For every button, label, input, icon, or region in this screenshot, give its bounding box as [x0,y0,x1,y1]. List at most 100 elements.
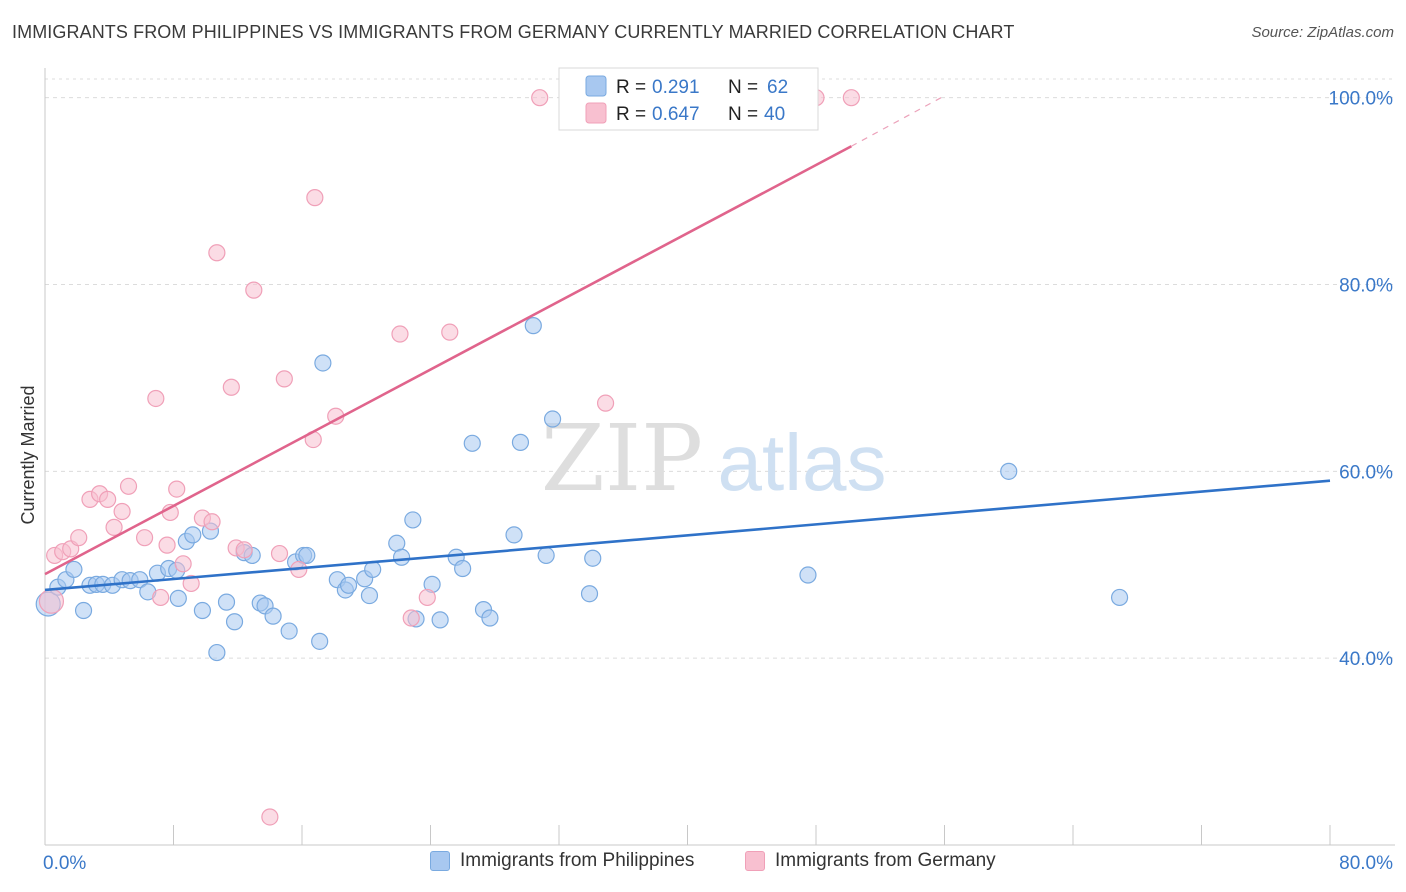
legend-swatch-philippines [430,851,450,871]
data-point-germany [203,513,221,531]
y-axis-label: Currently Married [18,385,38,524]
data-point-germany [158,536,176,554]
legend-r-label: R = [616,77,646,98]
data-point-germany [168,480,186,498]
series-legend: Immigrants from Philippines Immigrants f… [0,850,1406,880]
data-point-germany [119,477,138,495]
x-tick-label: 80.0% [1339,853,1393,874]
data-point-germany [441,323,459,341]
y-tick-label: 60.0% [1339,462,1393,483]
data-point-germany [418,588,436,607]
legend-r-value: 0.647 [652,104,700,125]
data-point-philippines [74,601,93,620]
data-point-philippines [1110,588,1129,607]
data-point-philippines [217,593,236,611]
data-point-philippines [524,317,542,335]
data-point-germany [306,189,324,207]
legend-item-philippines: Immigrants from Philippines [430,850,694,872]
legend-n-label: N = [728,104,758,125]
source-label: Source: ZipAtlas.com [1251,24,1394,41]
legend-label-philippines: Immigrants from Philippines [460,850,695,871]
data-point-philippines [463,434,481,452]
data-point-philippines [799,566,817,584]
grid-layer [45,78,1395,659]
trend-line-germany [851,95,945,147]
data-point-philippines [339,576,358,594]
data-point-germany [135,529,154,547]
trend-line-germany [44,145,852,576]
data-point-philippines [360,586,379,605]
data-point-philippines [537,546,555,565]
data-point-philippines [505,526,523,544]
watermark-zip: ZIP [541,405,703,512]
data-point-germany [70,529,88,547]
legend-n-label: N = [728,77,758,98]
data-point-germany [235,541,253,559]
data-point-philippines [65,560,83,579]
data-point-philippines [392,548,411,566]
legend-n-value: 62 [767,77,788,98]
legend-r-label: R = [616,104,646,125]
data-point-philippines [208,643,226,662]
data-point-germany [105,518,123,536]
data-point-germany [208,244,226,262]
data-point-philippines [454,559,472,578]
data-point-germany [113,502,131,521]
chart-title: IMMIGRANTS FROM PHILIPPINES VS IMMIGRANT… [12,22,1015,42]
data-point-philippines [298,546,316,565]
x-tick-label: 0.0% [43,853,86,874]
y-tick-label: 80.0% [1339,276,1393,297]
data-point-philippines [225,613,244,631]
points-layer [35,89,1129,826]
legend-n-value: 40 [764,104,785,125]
data-point-germany [596,394,615,412]
data-point-germany [270,544,289,563]
data-point-germany [152,588,170,607]
watermark: ZIP atlas [541,405,887,512]
data-point-germany [261,808,279,826]
data-point-philippines [1000,462,1018,480]
y-tick-label: 40.0% [1339,649,1393,670]
label-layer: 40.0% 60.0% 80.0% 100.0% 0.0% 80.0% [43,89,1393,874]
data-point-philippines [404,511,422,529]
data-point-germany [182,574,200,593]
legend-item-germany: Immigrants from Germany [745,850,996,872]
data-point-philippines [264,607,282,625]
data-point-philippines [481,609,499,627]
data-point-germany [147,389,165,408]
data-point-philippines [580,585,599,603]
data-point-philippines [431,611,449,629]
data-point-germany [174,555,192,573]
data-point-germany [245,281,263,299]
data-point-germany [222,378,240,396]
data-point-philippines [184,526,202,544]
data-point-philippines [511,433,530,451]
data-point-germany [38,588,65,614]
data-point-philippines [193,601,212,620]
data-point-germany [842,89,860,107]
data-point-germany [402,609,420,627]
legend-swatch-blue [585,75,607,97]
data-point-philippines [131,571,149,589]
data-point-germany [531,89,549,107]
data-point-philippines [543,410,562,428]
data-point-philippines [584,549,602,567]
data-point-germany [275,370,293,388]
data-point-germany [391,325,409,343]
data-point-philippines [314,354,332,372]
data-point-philippines [311,632,329,650]
stats-legend: R = 0.291 N = 62 R = 0.647 N = 40 [558,67,819,131]
legend-r-value: 0.291 [652,77,700,98]
legend-swatch-pink [585,102,607,124]
legend-swatch-germany [745,851,765,871]
watermark-atlas: atlas [718,418,887,507]
y-tick-label: 100.0% [1329,89,1394,110]
trend-layer [44,95,1331,592]
data-point-germany [99,490,117,508]
data-point-philippines [169,589,187,607]
axis-layer [44,68,1395,846]
trend-line-philippines [44,479,1331,592]
data-point-philippines [280,622,298,640]
legend-label-germany: Immigrants from Germany [775,850,996,871]
